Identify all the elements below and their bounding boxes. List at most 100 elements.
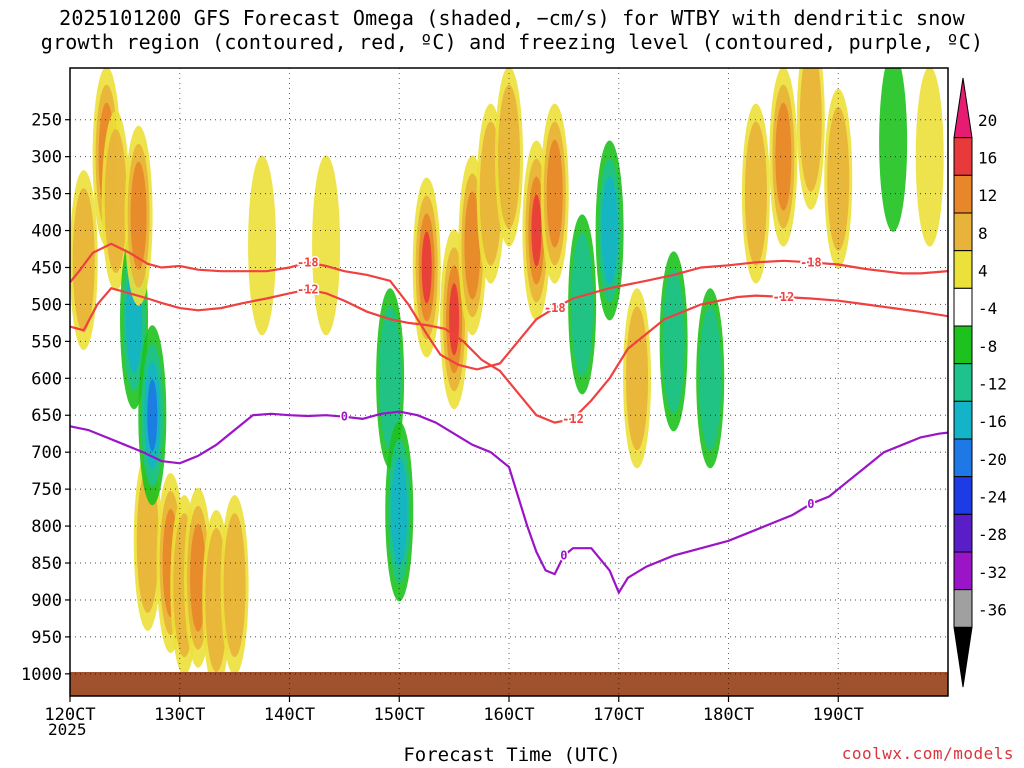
colorbar-label--20: -20 [978,450,1007,469]
contour-label-2-0: 0 [341,410,348,424]
y-tick-label-650: 650 [31,406,62,426]
omega-blob-23-1 [571,232,594,377]
contour-label-1-1: -12 [562,412,584,426]
contour-label-2-2: 0 [807,497,814,511]
colorbar-label--24: -24 [978,488,1007,507]
colorbar-label--16: -16 [978,412,1007,431]
colorbar-swatch-5 [953,287,973,327]
chart-title: 2025101200 GFS Forecast Omega (shaded, −… [0,6,1024,54]
colorbar-swatch-14 [953,626,973,688]
colorbar-swatch-9 [953,438,973,478]
y-tick-label-600: 600 [31,369,62,389]
omega-blob-32-0 [879,68,908,232]
colorbar-label--32: -32 [978,563,1007,582]
omega-blob-12-0 [248,155,277,336]
x-axis-title: Forecast Time (UTC) [403,744,621,766]
contour-line-1 [70,286,948,424]
colorbar-swatch-11 [953,513,973,553]
x-tick-label-180CT: 180CT [703,705,754,725]
y-tick-label-250: 250 [31,111,62,131]
colorbar-swatch-8 [953,400,973,440]
y-tick-label-1000: 1000 [21,665,62,685]
omega-blob-0-1 [72,188,95,333]
site-credit: coolwx.com/models [841,744,1014,763]
colorbar-swatch-1 [953,137,973,176]
y-tick-label-700: 700 [31,443,62,463]
chart-title-line-2: growth region (contoured, red, ºC) and f… [40,30,984,54]
omega-blob-26-1 [662,269,685,414]
contour-line-0 [70,242,948,371]
x-tick-label-130CT: 130CT [154,705,205,725]
colorbar-swatch-7 [953,363,973,402]
contour-label-0-2: -18 [800,255,822,269]
colorbar-swatch-6 [953,325,973,365]
colorbar-swatch-2 [953,174,973,214]
colorbar: 20 16 12 8 4 -4 -8 -12 -16 -20 -24 -28 -32 -36 [953,77,1007,688]
colorbar-label--28: -28 [978,525,1007,544]
contour-label-1-2: -12 [773,290,795,304]
colorbar-swatch-4 [953,250,973,289]
y-tick-label-550: 550 [31,332,62,352]
omega-blob-4-2 [130,161,147,270]
colorbar-swatch-0 [953,77,973,139]
y-tick-label-350: 350 [31,185,62,205]
pressure-axis: 250 300 350 400 450 500 550 600 650 700 750 800 850 9… [21,111,70,685]
x-tick-label-150CT: 150CT [374,705,425,725]
omega-blob-22-2 [546,139,563,248]
omega-blob-9-2 [190,523,207,632]
colorbar-swatch-10 [953,476,973,515]
y-tick-label-950: 950 [31,628,62,648]
colorbar-label-4: 4 [978,262,988,281]
colorbar-label-20: 20 [978,111,997,130]
x-tick-label-120CT: 120CT [44,705,95,725]
omega-blob-18-2 [464,191,481,300]
chart-title-line-1: 2025101200 GFS Forecast Omega (shaded, −… [59,6,965,30]
omega-blob-25-1 [626,306,649,451]
omega-blob-6-3 [147,379,158,452]
x-year-label: 2025 [48,720,87,739]
omega-blob-2-1 [104,128,127,273]
colorbar-label--36: -36 [978,601,1007,620]
colorbar-label--4: -4 [978,299,997,318]
colorbar-label-12: 12 [978,186,997,205]
y-tick-label-900: 900 [31,591,62,611]
time-axis: 120CT 130CT 140CT 150CT 160CT 170CT 180CT 190CT [44,696,864,725]
omega-blob-16-3 [421,231,432,304]
omega-blob-21-3 [531,194,542,267]
colorbar-label-16: 16 [978,149,997,168]
colorbar-swatch-13 [953,589,973,628]
y-tick-label-450: 450 [31,258,62,278]
omega-blob-13-0 [312,155,341,336]
omega-shading [70,68,944,690]
omega-blob-15-2 [391,457,408,566]
colorbar-label--8: -8 [978,337,997,356]
x-tick-label-190CT: 190CT [813,705,864,725]
colorbar-label-8: 8 [978,224,988,243]
colorbar-swatch-3 [953,212,973,252]
x-tick-label-170CT: 170CT [593,705,644,725]
omega-blob-11-1 [223,513,246,658]
contour-line-2 [70,410,948,596]
omega-blob-24-2 [601,176,618,285]
y-tick-label-750: 750 [31,480,62,500]
x-tick-label-160CT: 160CT [483,705,534,725]
y-tick-label-300: 300 [31,148,62,168]
contour-lines: -18 -18 -18 -12 -12 -12 0 0 0 [70,242,948,596]
omega-blob-29-2 [775,102,792,211]
colorbar-swatch-12 [953,551,973,591]
contour-label-1-0: -12 [297,283,319,297]
contour-label-0-1: -18 [544,301,566,315]
omega-blob-20-1 [498,84,520,229]
contour-label-0-0: -18 [297,255,319,269]
y-tick-label-400: 400 [31,222,62,242]
contour-label-2-1: 0 [560,549,567,563]
omega-blob-33-0 [915,68,944,247]
colorbar-label--12: -12 [978,375,1007,394]
x-tick-label-140CT: 140CT [264,705,315,725]
y-tick-label-850: 850 [31,554,62,574]
y-tick-label-800: 800 [31,517,62,537]
omega-blob-30-1 [799,68,822,192]
y-tick-label-500: 500 [31,295,62,315]
omega-blob-17-3 [449,283,460,356]
